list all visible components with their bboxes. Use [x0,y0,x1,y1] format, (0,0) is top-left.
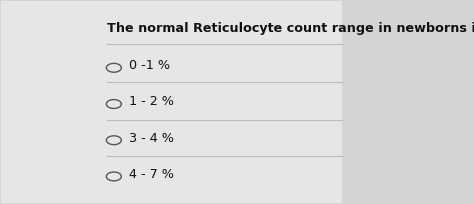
Text: 3 - 4 %: 3 - 4 % [129,132,174,145]
Text: 1 - 2 %: 1 - 2 % [129,95,174,109]
Text: The normal Reticulocyte count range in newborns is?: The normal Reticulocyte count range in n… [107,21,474,34]
Text: 0 -1 %: 0 -1 % [129,59,170,72]
Text: 4 - 7 %: 4 - 7 % [129,168,174,181]
